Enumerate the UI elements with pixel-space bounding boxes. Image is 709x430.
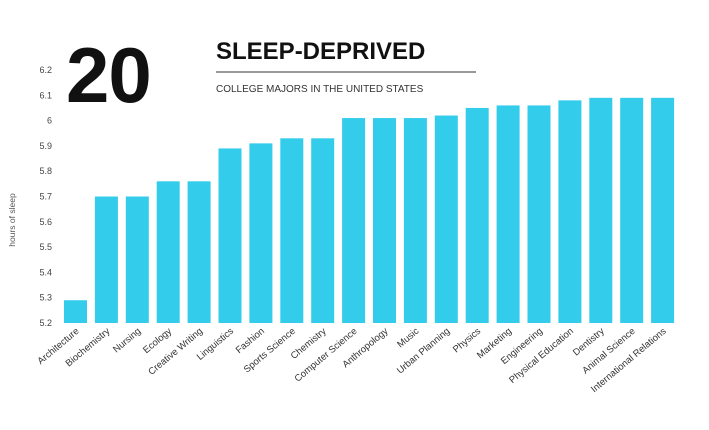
bar <box>465 107 489 323</box>
bar <box>156 181 180 323</box>
bar <box>280 138 304 323</box>
bar <box>342 118 366 323</box>
bar <box>125 196 149 323</box>
y-tick-label: 5.5 <box>39 242 52 252</box>
y-axis-ticks: 5.2 5.3 5.4 5.5 5.6 5.7 5.8 5.9 6 6.1 6.2 <box>39 65 52 328</box>
y-tick-label: 6 <box>47 116 52 126</box>
bar <box>496 105 520 323</box>
bar <box>651 97 675 323</box>
bar <box>527 105 551 323</box>
x-tick-label: Creative Writing <box>146 326 205 378</box>
big-number: 20 <box>66 31 151 119</box>
y-axis-label: hours of sleep <box>7 193 17 247</box>
y-tick-label: 5.3 <box>39 293 52 303</box>
x-tick-label: Urban Planning <box>395 326 452 377</box>
chart-header: 20 SLEEP-DEPRIVED COLLEGE MAJORS IN THE … <box>66 31 476 119</box>
chart-subtitle: COLLEGE MAJORS IN THE UNITED STATES <box>216 84 424 95</box>
bar <box>434 115 458 323</box>
bar <box>218 148 242 323</box>
y-tick-label: 5.7 <box>39 192 52 202</box>
x-axis-labels: ArchitectureBiochemistryNursingEcologyCr… <box>36 326 669 395</box>
bar <box>249 143 273 323</box>
chart-title: SLEEP-DEPRIVED <box>216 38 425 65</box>
bar <box>64 300 87 323</box>
bar <box>403 118 427 323</box>
y-tick-label: 5.8 <box>39 166 52 176</box>
bar <box>187 181 211 323</box>
bars <box>64 97 675 323</box>
y-tick-label: 6.2 <box>39 65 52 75</box>
y-tick-label: 5.6 <box>39 217 52 227</box>
x-tick-label: Music <box>395 326 421 351</box>
y-tick-label: 6.1 <box>39 90 52 100</box>
bar <box>589 97 613 323</box>
y-tick-label: 5.2 <box>39 318 52 328</box>
bar <box>558 100 582 323</box>
x-tick-label: Nursing <box>111 326 143 355</box>
y-tick-label: 5.4 <box>39 267 52 277</box>
bar <box>373 118 396 323</box>
y-tick-label: 5.9 <box>39 141 52 151</box>
bar <box>620 97 644 323</box>
bar <box>311 138 335 323</box>
bar <box>94 196 118 323</box>
